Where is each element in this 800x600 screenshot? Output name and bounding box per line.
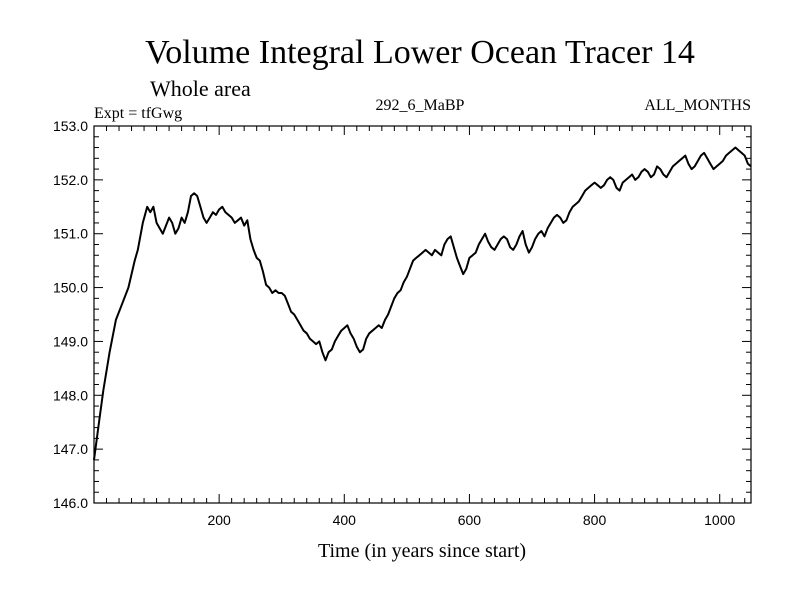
x-axis-label: Time (in years since start) xyxy=(318,540,526,562)
y-tick-label: 150.0 xyxy=(53,280,88,296)
y-tick-label: 152.0 xyxy=(53,172,88,188)
chart-title: Volume Integral Lower Ocean Tracer 14 xyxy=(145,34,695,71)
y-tick-label: 151.0 xyxy=(53,226,88,242)
x-tick-label: 800 xyxy=(583,512,607,528)
y-tick-label: 147.0 xyxy=(53,441,88,457)
plot-frame xyxy=(93,125,752,504)
months-label: ALL_MONTHS xyxy=(644,97,751,114)
y-axis-ticks xyxy=(94,136,751,493)
y-tick-label: 149.0 xyxy=(53,333,88,349)
x-tick-label: 600 xyxy=(458,512,482,528)
x-tick-label: 400 xyxy=(333,512,357,528)
y-tick-label: 146.0 xyxy=(53,495,88,511)
series-line xyxy=(93,146,752,461)
x-axis-tick-labels: 200 400 600 800 1000 xyxy=(207,512,735,528)
y-axis-tick-labels: 146.0 147.0 148.0 149.0 150.0 151.0 152.0 153.0 xyxy=(53,118,88,511)
x-tick-label: 1000 xyxy=(704,512,735,528)
y-tick-label: 153.0 xyxy=(53,118,88,134)
y-tick-label: 148.0 xyxy=(53,387,88,403)
x-tick-label: 200 xyxy=(207,512,231,528)
period-label: 292_6_MaBP xyxy=(376,97,465,114)
experiment-label: Expt = tfGwg xyxy=(94,105,182,122)
chart-subtitle: Whole area xyxy=(150,76,251,101)
x-axis-ticks xyxy=(106,126,746,503)
